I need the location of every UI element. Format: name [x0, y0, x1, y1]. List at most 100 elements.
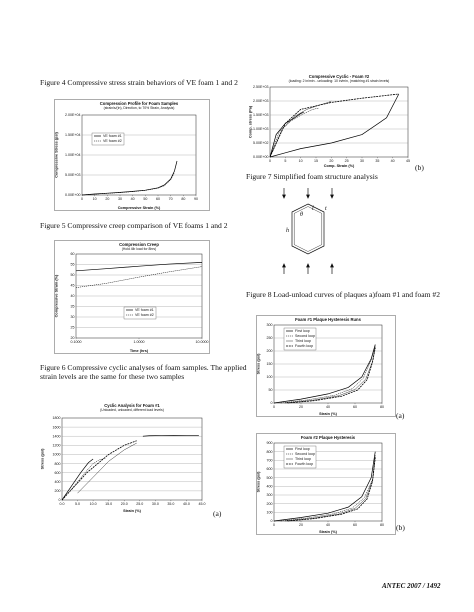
chart-fig8a: Foam #1 Plaque Hysteresis Runs 0 50 100 150 2…	[256, 315, 396, 417]
y-tick-label: 200	[267, 349, 273, 353]
x-tick-label: 15	[314, 159, 318, 163]
x-axis-label: Compressive Strain (%)	[118, 206, 161, 210]
legend-label: First loop	[295, 329, 310, 333]
figure-7-caption: Figure 7 Simplified foam structure analy…	[246, 172, 378, 181]
legend-label: Third loop	[295, 339, 311, 343]
y-tick-label: 1.50E+04	[65, 133, 81, 137]
y-axis-label: Comp. stress (Pa)	[249, 105, 253, 138]
chart-fig4: Compression Profile for Foam Samples(str…	[54, 99, 210, 211]
x-tick-label: 25	[345, 159, 349, 163]
legend-label: VE foam #2	[103, 139, 122, 143]
y-tick-label: 45	[71, 284, 75, 288]
x-tick-label: 20	[299, 523, 303, 527]
series-line	[273, 451, 376, 522]
y-tick-label: 2.00E+04	[65, 113, 81, 117]
x-tick-label: 30.0	[152, 502, 159, 506]
y-axis-label: Stress (psi)	[257, 353, 261, 374]
y-tick-label: 200	[55, 489, 61, 493]
y-tick-label: 300	[267, 493, 273, 497]
y-tick-label: 60	[71, 252, 75, 256]
x-tick-label: 10	[93, 197, 97, 201]
hexagon-inner-wall	[294, 206, 322, 252]
chart-fig8b: Foam #2 Plaque Hysteresis010020030040050…	[256, 433, 396, 535]
x-tick-label: 60	[353, 523, 357, 527]
y-axis-label: Stress (psi)	[41, 448, 45, 469]
arrow-head	[330, 194, 334, 199]
chart-subtitle: (Unloaded, unloaded, different load leve…	[100, 408, 164, 412]
y-tick-label: 700	[267, 459, 273, 463]
series-line	[273, 344, 376, 404]
y-tick-label: 30	[71, 315, 75, 319]
chart-subtitle: (Hold 4lb load for 8hrs)	[122, 247, 157, 251]
y-tick-label: 100	[267, 375, 273, 379]
y-tick-label: 100	[267, 511, 273, 515]
y-tick-label: 150	[267, 362, 273, 366]
y-tick-label: 800	[55, 462, 61, 466]
series-line	[287, 347, 376, 404]
chart-frame	[256, 315, 396, 417]
y-tick-label: 900	[267, 441, 273, 445]
panel-label-fig8a: (a)	[396, 411, 405, 420]
y-tick-label: 200	[267, 502, 273, 506]
x-tick-label: 60	[353, 405, 357, 409]
y-tick-label: 1600	[53, 425, 61, 429]
x-tick-label: 70	[169, 197, 173, 201]
y-tick-label: 0	[59, 498, 61, 502]
x-tick-label: 20	[105, 197, 109, 201]
x-tick-label: 40	[326, 523, 330, 527]
y-tick-label: 1.50E+03	[253, 113, 269, 117]
y-tick-label: 250	[267, 336, 273, 340]
chart-frame	[256, 433, 396, 535]
x-tick-label: 30	[118, 197, 122, 201]
chart-fig6a: Cyclic Analysis for Foam #1(Unloaded, un…	[41, 403, 206, 513]
series-line	[75, 262, 203, 272]
series-line	[75, 266, 203, 288]
y-tick-label: 500	[267, 476, 273, 480]
x-tick-label: 40	[391, 159, 395, 163]
y-axis-label: Compressive Strain (%)	[55, 274, 59, 317]
legend-box	[283, 327, 317, 351]
chart-title: Compressive Cyclic - Foam #2	[309, 74, 370, 79]
y-tick-label: 5.00E+02	[253, 141, 269, 145]
x-tick-label: 10.0000	[196, 340, 209, 344]
x-tick-label: 20	[299, 405, 303, 409]
y-tick-label: 40	[71, 294, 75, 298]
y-tick-label: 0.00E+00	[65, 193, 81, 197]
y-tick-label: 800	[267, 450, 273, 454]
x-tick-label: 40	[131, 197, 135, 201]
y-tick-label: 1000	[53, 453, 61, 457]
y-tick-label: 2.00E+03	[253, 99, 269, 103]
chart-frame	[54, 99, 210, 211]
y-tick-label: 0	[271, 519, 273, 523]
x-axis-label: Time (hrs)	[130, 349, 149, 353]
y-axis-label: Compressive Stress (psi)	[55, 131, 59, 177]
series-line	[269, 107, 320, 158]
x-tick-label: 0.0	[60, 502, 65, 506]
legend-label: VE foam #2	[135, 313, 154, 317]
label-l: l	[312, 206, 314, 212]
x-tick-label: 0	[273, 405, 275, 409]
chart-title: Cyclic Analysis for Foam #1	[104, 403, 160, 408]
chart-title: Compression Profile for Foam Samples	[100, 101, 179, 106]
y-tick-label: 1800	[53, 416, 61, 420]
y-tick-label: 1200	[53, 444, 61, 448]
chart-title: Compression Creep	[119, 242, 159, 247]
x-tick-label: 25.0	[136, 502, 143, 506]
label-h: h	[286, 228, 289, 234]
y-tick-label: 2.50E+03	[253, 85, 269, 89]
x-tick-label: 20	[329, 159, 333, 163]
x-tick-label: 35.0	[167, 502, 174, 506]
series-line	[269, 93, 399, 158]
arrow-head	[282, 194, 286, 199]
chart-fig6b: Compressive Cyclic - Foam #2(loading: 2 …	[249, 74, 411, 168]
chart-title: Foam #2 Plaque Hysteresis	[301, 435, 356, 440]
plot-area	[61, 417, 203, 501]
y-tick-label: 300	[267, 323, 273, 327]
x-tick-label: 90	[194, 197, 198, 201]
foam-cell-diagram: l θ t h	[282, 188, 334, 274]
hexagon-cell	[291, 203, 325, 255]
x-tick-label: 45.0	[199, 502, 206, 506]
legend-label: VE foam #1	[103, 134, 122, 138]
series-line	[269, 111, 304, 158]
arrow-head	[306, 263, 310, 268]
